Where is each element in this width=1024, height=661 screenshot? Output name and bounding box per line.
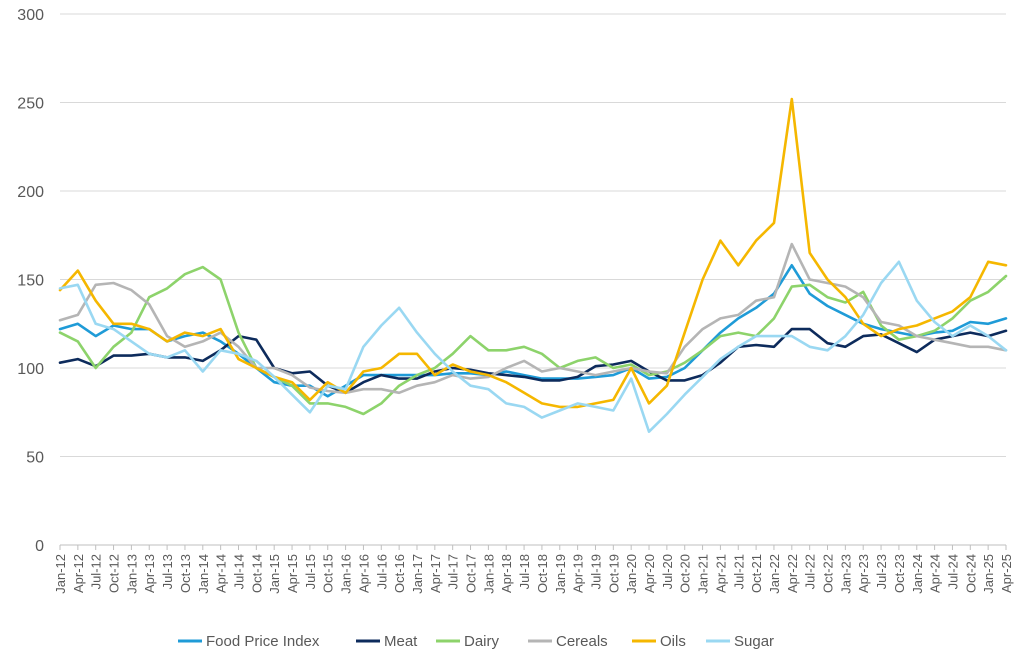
x-tick-label: Apr-25 (999, 554, 1014, 593)
y-tick-label: 100 (17, 361, 44, 378)
legend-item-cereals: Cereals (528, 633, 608, 650)
x-tick-label: Jul-17 (446, 554, 461, 589)
legend-item-meat: Meat (356, 633, 418, 650)
x-tick-label: Jan-23 (838, 554, 853, 594)
x-tick-label: Oct-13 (178, 554, 193, 593)
x-tick-label: Jul-20 (660, 554, 675, 589)
x-tick-label: Oct-24 (963, 554, 978, 593)
x-tick-label: Jan-16 (339, 554, 354, 594)
legend-label: Dairy (464, 633, 500, 650)
legend-item-dairy: Dairy (436, 633, 500, 650)
x-tick-label: Jul-18 (517, 554, 532, 589)
x-tick-label: Apr-15 (285, 554, 300, 593)
legend-item-oils: Oils (632, 633, 686, 650)
x-tick-label: Jan-18 (481, 554, 496, 594)
y-tick-label: 300 (17, 7, 44, 24)
y-axis-ticks: 0 50 100 150 200 250 300 (17, 7, 44, 555)
x-tick-label: Jan-13 (124, 554, 139, 594)
x-tick-label: Apr-14 (214, 554, 229, 593)
x-tick-label: Jan-14 (196, 554, 211, 594)
x-tick-label: Jul-23 (874, 554, 889, 589)
x-tick-label: Jan-22 (767, 554, 782, 594)
x-tick-label: Jul-12 (89, 554, 104, 589)
x-tick-label: Jan-20 (624, 554, 639, 594)
x-tick-label: Apr-13 (142, 554, 157, 593)
x-tick-label: Apr-17 (428, 554, 443, 593)
series-lines (58, 97, 1008, 434)
x-tick-label: Jul-19 (588, 554, 603, 589)
series-line-food-price-index (58, 263, 1008, 398)
x-axis-ticks: Jan-12 Apr-12 Jul-12 Oct-12 Jan-13 Apr-13 Jul-… (53, 545, 1014, 594)
legend-item-food-price-index: Food Price Index (178, 633, 320, 650)
x-tick-label: Apr-21 (713, 554, 728, 593)
y-tick-label: 50 (26, 450, 44, 467)
legend-label: Meat (384, 633, 418, 650)
legend-label: Food Price Index (206, 633, 320, 650)
x-tick-label: Jul-14 (231, 554, 246, 589)
x-tick-label: Oct-22 (821, 554, 836, 593)
x-tick-label: Apr-24 (928, 554, 943, 593)
x-tick-label: Jul-24 (945, 554, 960, 589)
legend-label: Cereals (556, 633, 608, 650)
legend-label: Oils (660, 633, 686, 650)
y-tick-label: 200 (17, 184, 44, 201)
x-tick-label: Jan-24 (910, 554, 925, 594)
x-tick-label: Jul-21 (731, 554, 746, 589)
x-tick-label: Oct-23 (892, 554, 907, 593)
x-tick-label: Jan-12 (53, 554, 68, 594)
x-tick-label: Jan-21 (696, 554, 711, 594)
series-line-sugar (58, 260, 1008, 434)
x-tick-label: Apr-19 (571, 554, 586, 593)
x-tick-label: Oct-12 (107, 554, 122, 593)
x-tick-label: Oct-17 (464, 554, 479, 593)
y-tick-label: 0 (35, 538, 44, 555)
x-tick-label: Oct-18 (535, 554, 550, 593)
x-tick-label: Oct-19 (606, 554, 621, 593)
x-tick-label: Apr-20 (642, 554, 657, 593)
x-tick-label: Apr-16 (356, 554, 371, 593)
y-tick-label: 250 (17, 96, 44, 113)
legend: Food Price Index Meat Dairy Cereals Oils Suga… (178, 633, 774, 650)
x-tick-label: Jan-15 (267, 554, 282, 594)
x-tick-label: Apr-18 (499, 554, 514, 593)
x-tick-label: Oct-20 (678, 554, 693, 593)
x-tick-label: Jul-15 (303, 554, 318, 589)
x-tick-label: Jan-19 (553, 554, 568, 594)
x-tick-label: Jul-16 (374, 554, 389, 589)
legend-label: Sugar (734, 633, 774, 650)
x-tick-label: Apr-12 (71, 554, 86, 593)
x-tick-label: Oct-16 (392, 554, 407, 593)
gridlines (60, 13, 1006, 546)
series-line-cereals (58, 242, 1008, 395)
y-tick-label: 150 (17, 273, 44, 290)
x-tick-label: Oct-21 (749, 554, 764, 593)
x-tick-label: Jul-22 (803, 554, 818, 589)
legend-item-sugar: Sugar (706, 633, 774, 650)
x-tick-label: Jul-13 (160, 554, 175, 589)
x-tick-label: Oct-14 (249, 554, 264, 593)
x-tick-label: Apr-22 (785, 554, 800, 593)
series-line-oils (58, 97, 1008, 409)
x-tick-label: Jan-17 (410, 554, 425, 594)
x-tick-label: Apr-23 (856, 554, 871, 593)
series-line-meat (58, 327, 1008, 395)
x-tick-label: Jan-25 (981, 554, 996, 594)
x-tick-label: Oct-15 (321, 554, 336, 593)
